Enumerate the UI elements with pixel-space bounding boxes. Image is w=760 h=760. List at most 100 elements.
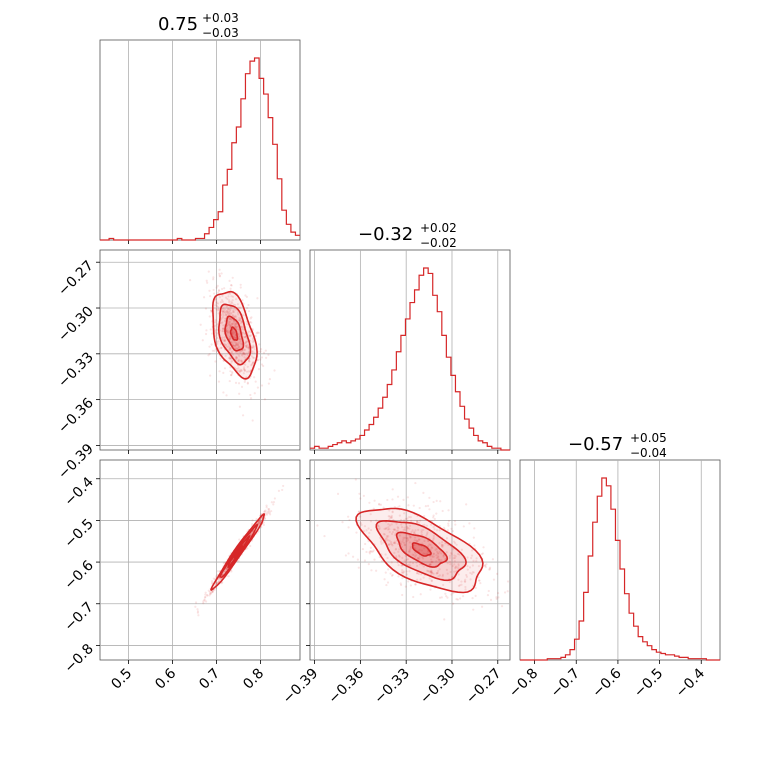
sample-point	[429, 588, 432, 591]
sample-point	[210, 581, 214, 585]
sample-point	[221, 300, 224, 303]
sample-point	[386, 498, 389, 502]
sample-point	[229, 337, 232, 341]
sample-point	[457, 563, 460, 566]
sample-point	[238, 538, 241, 541]
sample-point	[237, 345, 240, 348]
sample-point	[224, 314, 227, 317]
sample-point	[429, 570, 433, 574]
sample-point	[220, 299, 224, 302]
sample-point	[254, 380, 257, 383]
sample-point	[228, 279, 231, 282]
sample-point	[392, 518, 395, 522]
sample-point	[227, 295, 230, 298]
histogram-2	[520, 477, 720, 661]
sample-point	[362, 530, 366, 533]
sample-point	[429, 571, 432, 574]
sample-point	[228, 311, 231, 314]
sample-point	[230, 284, 233, 287]
sample-point	[453, 554, 456, 557]
sample-point	[273, 497, 276, 500]
sample-point	[440, 544, 444, 547]
sample-point	[240, 353, 244, 356]
sample-point	[390, 574, 394, 577]
sample-point	[234, 336, 238, 340]
sample-point	[389, 516, 392, 520]
sample-point	[240, 369, 243, 373]
sample-point	[234, 381, 238, 384]
x-tick-label: −0.8	[506, 666, 541, 701]
sample-point	[238, 392, 241, 395]
sample-point	[247, 334, 250, 337]
sample-point	[386, 581, 390, 584]
sample-point	[420, 533, 423, 536]
sample-point	[426, 569, 429, 572]
sample-point	[487, 589, 490, 593]
sample-point	[454, 555, 457, 558]
sample-point	[408, 515, 411, 519]
sample-point	[203, 598, 206, 601]
sample-point	[221, 327, 225, 330]
sample-point	[418, 557, 421, 560]
sample-point	[229, 312, 232, 316]
sample-point	[401, 569, 404, 572]
sample-point	[413, 539, 416, 542]
sample-point	[234, 336, 237, 339]
sample-point	[471, 571, 474, 574]
sample-point	[474, 594, 477, 597]
sample-point	[357, 566, 360, 569]
sample-point	[447, 519, 451, 523]
sample-point	[401, 572, 404, 575]
sample-point	[460, 580, 463, 583]
sample-point	[442, 555, 445, 558]
sample-point	[215, 304, 218, 308]
y-tick-label: −0.5	[61, 516, 96, 551]
sample-point	[237, 341, 240, 345]
sample-point	[437, 575, 440, 578]
sample-point	[388, 539, 391, 542]
sample-point	[224, 313, 227, 316]
sample-point	[230, 323, 233, 326]
sample-point	[226, 309, 229, 313]
sample-point	[359, 522, 362, 525]
sample-point	[233, 344, 236, 348]
sample-point	[240, 349, 243, 352]
sample-point	[216, 323, 219, 326]
sample-point	[250, 355, 253, 358]
contour-level-2	[224, 315, 245, 352]
sample-point	[214, 360, 217, 363]
sample-point	[470, 554, 474, 557]
sample-point	[226, 334, 229, 337]
sample-point	[431, 546, 434, 550]
sample-point	[259, 348, 263, 351]
sample-point	[210, 580, 214, 583]
sample-point	[406, 496, 410, 499]
sample-point	[234, 322, 237, 326]
histogram-1	[310, 267, 510, 451]
sample-point	[407, 580, 410, 583]
sample-point	[435, 512, 438, 515]
sample-point	[422, 491, 425, 494]
sample-point	[424, 504, 427, 508]
sample-point	[393, 505, 396, 509]
sample-point	[379, 540, 383, 543]
sample-point	[249, 320, 252, 324]
sample-point	[405, 519, 409, 522]
sample-point	[252, 344, 255, 347]
sample-point	[397, 550, 400, 553]
sample-point	[514, 594, 516, 596]
sample-point	[223, 310, 226, 313]
sample-point	[223, 336, 226, 339]
sample-point	[258, 521, 261, 524]
sample-point	[416, 557, 419, 560]
sample-point	[268, 513, 272, 516]
sample-point	[262, 364, 265, 368]
sample-point	[196, 608, 199, 611]
sample-point	[457, 567, 460, 570]
sample-point	[207, 589, 210, 592]
sample-point	[235, 326, 238, 330]
sample-point	[390, 540, 393, 544]
sample-point	[222, 327, 225, 330]
sample-point	[217, 308, 220, 311]
x-tick-label: −0.39	[280, 666, 322, 708]
